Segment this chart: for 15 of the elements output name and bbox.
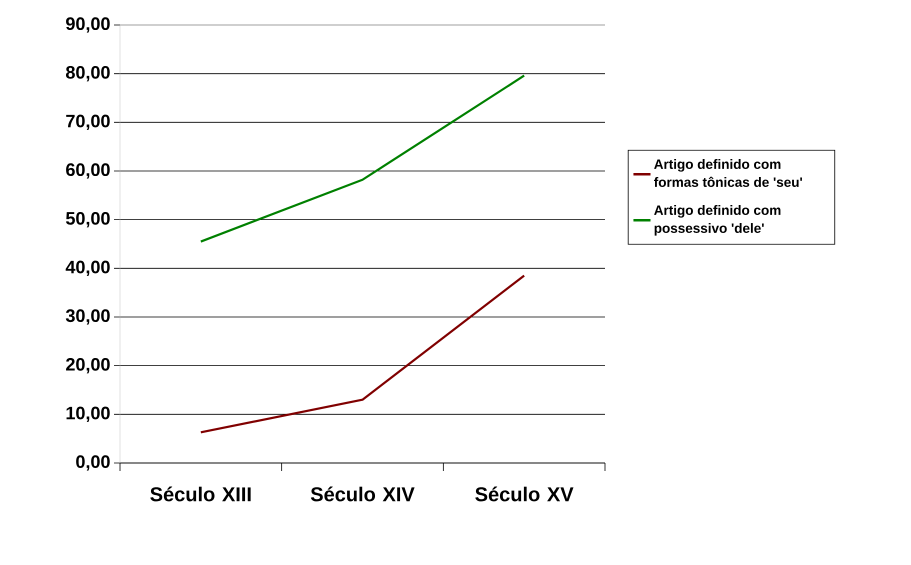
y-tick-label: 0,00 — [76, 455, 110, 471]
x-tick-label: Século XIII — [150, 486, 251, 502]
y-tick-label: 90,00 — [66, 17, 110, 33]
y-tick-label: 80,00 — [66, 66, 110, 82]
y-tick-label: 30,00 — [66, 309, 110, 325]
y-tick-label: 20,00 — [66, 358, 110, 374]
legend-label: Artigo definido com formas tônicas de 'seu' — [654, 159, 802, 187]
y-tick-label: 70,00 — [66, 114, 110, 130]
x-tick-label: Século XIV — [310, 486, 415, 502]
y-tick-label: 60,00 — [66, 163, 110, 179]
y-tick-label: 50,00 — [66, 212, 110, 228]
y-tick-label: 40,00 — [66, 260, 110, 276]
legend-label: Artigo definido com possessivo 'dele' — [654, 205, 780, 236]
x-tick-label: Século XV — [475, 486, 574, 502]
y-tick-label: 10,00 — [66, 406, 110, 422]
